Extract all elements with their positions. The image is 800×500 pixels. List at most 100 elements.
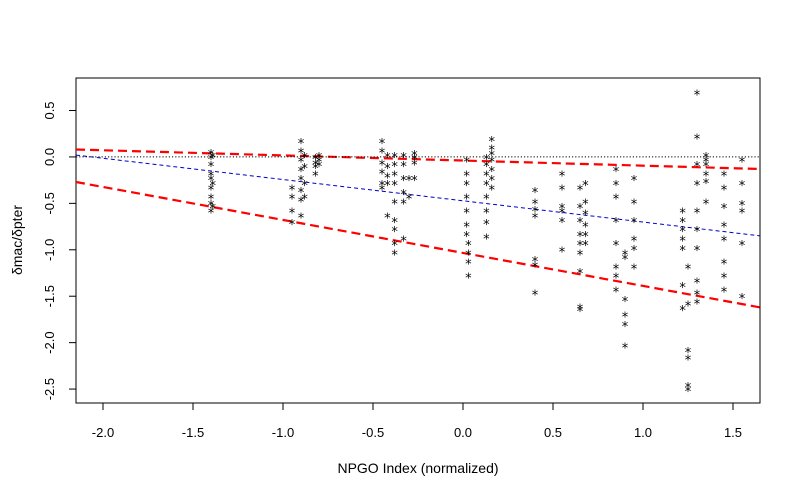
data-point: *: [384, 162, 391, 177]
data-point: *: [679, 235, 686, 250]
data-point: *: [298, 165, 305, 180]
trend-lines: [75, 148, 761, 309]
data-point: *: [577, 239, 584, 254]
data-point: *: [685, 381, 692, 396]
data-point: *: [312, 153, 319, 168]
data-point: *: [577, 248, 584, 263]
data-point: *: [703, 151, 710, 166]
data-point: *: [489, 183, 496, 198]
data-point: *: [582, 239, 589, 254]
data-point: *: [721, 202, 728, 217]
data-point: *: [483, 193, 490, 208]
data-point: *: [703, 197, 710, 212]
x-tick-label: 1.5: [724, 425, 742, 440]
data-point: *: [489, 135, 496, 150]
data-point: *: [208, 183, 215, 198]
data-point: *: [289, 218, 296, 233]
x-tick-label: -0.5: [362, 425, 384, 440]
data-point: *: [582, 209, 589, 224]
data-point: *: [406, 193, 413, 208]
data-point: *: [679, 244, 686, 259]
data-point: *: [622, 320, 629, 335]
data-point: *: [721, 183, 728, 198]
data-point: *: [298, 211, 305, 226]
data-point: *: [631, 197, 638, 212]
data-point: *: [391, 160, 398, 175]
data-point: *: [721, 272, 728, 287]
y-tick-label: -2.0: [42, 331, 57, 353]
y-tick-label: -2.5: [42, 378, 57, 400]
data-point: *: [739, 156, 746, 171]
data-point: *: [483, 179, 490, 194]
data-point: *: [685, 346, 692, 361]
y-axis: -2.5 -2.0 -1.5 -1.0 -0.5 0.0 0.5: [42, 101, 76, 400]
trend-line-0: [75, 148, 761, 171]
data-point: *: [384, 151, 391, 166]
data-point: *: [316, 151, 323, 166]
data-point: *: [379, 158, 386, 173]
data-point: *: [400, 151, 407, 166]
data-point: *: [721, 170, 728, 185]
data-point: *: [622, 253, 629, 268]
data-point: *: [465, 258, 472, 273]
x-tick-label: 0.5: [544, 425, 562, 440]
data-point: *: [312, 162, 319, 177]
data-point: *: [391, 225, 398, 240]
data-point: *: [577, 305, 584, 320]
data-point: *: [622, 248, 629, 263]
data-point: *: [559, 170, 566, 185]
data-point: *: [289, 183, 296, 198]
data-point: *: [489, 174, 496, 189]
data-point: *: [384, 171, 391, 186]
data-point: *: [622, 341, 629, 356]
data-point: *: [465, 239, 472, 254]
data-point: *: [483, 170, 490, 185]
data-point: *: [694, 276, 701, 291]
x-axis: -2.0 -1.5 -1.0 -0.5 0.0 0.5 1.0 1.5: [92, 403, 742, 440]
x-tick-label: -1.5: [182, 425, 204, 440]
data-point: *: [694, 132, 701, 147]
data-point: *: [739, 207, 746, 222]
data-point: *: [559, 207, 566, 222]
data-point: *: [721, 221, 728, 236]
data-point: *: [721, 258, 728, 273]
data-point: *: [391, 151, 398, 166]
data-point: *: [289, 193, 296, 208]
data-point: *: [694, 244, 701, 259]
data-point: *: [379, 183, 386, 198]
data-point: *: [208, 153, 215, 168]
data-point: *: [312, 158, 319, 173]
data-point: *: [298, 146, 305, 161]
data-point: *: [465, 248, 472, 263]
data-point: *: [391, 239, 398, 254]
data-point: *: [400, 188, 407, 203]
data-point: *: [411, 153, 418, 168]
data-point: *: [411, 149, 418, 164]
data-point: *: [694, 179, 701, 194]
data-point: *: [739, 292, 746, 307]
data-point: *: [631, 174, 638, 189]
data-point: *: [559, 202, 566, 217]
y-axis-title: δmac/δpter: [9, 205, 25, 275]
plot-frame: [75, 77, 761, 404]
data-point: *: [582, 179, 589, 194]
data-point: *: [703, 170, 710, 185]
data-point: *: [400, 235, 407, 250]
data-point: *: [208, 207, 215, 222]
data-point: *: [400, 197, 407, 212]
data-point: *: [613, 286, 620, 301]
data-point: *: [210, 179, 217, 194]
data-point: *: [210, 151, 217, 166]
data-point: *: [483, 160, 490, 175]
data-point: *: [301, 179, 308, 194]
data-point: *: [577, 302, 584, 317]
data-point: *: [532, 186, 539, 201]
data-point: *: [208, 160, 215, 175]
data-point: *: [379, 137, 386, 152]
data-point: *: [391, 216, 398, 231]
data-point: *: [694, 89, 701, 104]
data-point: *: [559, 183, 566, 198]
data-point: *: [489, 149, 496, 164]
data-point: *: [391, 248, 398, 263]
data-point: *: [301, 162, 308, 177]
